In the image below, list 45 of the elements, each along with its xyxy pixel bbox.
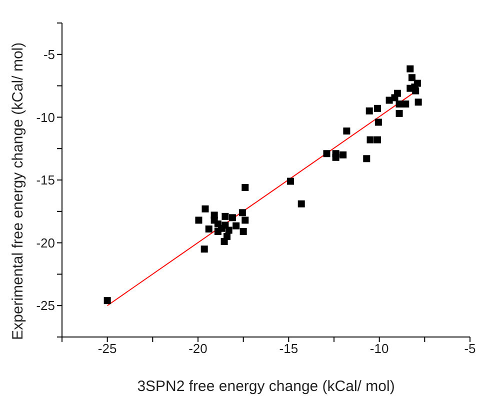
point (200, 246, 208, 253)
point (323, 150, 330, 158)
point (366, 136, 374, 144)
x-tick-label: -15 (279, 341, 298, 356)
point (225, 226, 232, 234)
y-tick-label: -10 (36, 110, 55, 125)
point (104, 297, 111, 304)
point (202, 205, 209, 212)
y-tick-label: -25 (36, 298, 55, 314)
y-tick-label: -20 (36, 235, 55, 250)
y-tick-label: -15 (36, 172, 55, 188)
point (394, 90, 401, 97)
point (374, 136, 382, 144)
point (408, 74, 416, 82)
x-tick-label: -20 (188, 341, 208, 356)
point (402, 100, 410, 108)
point (340, 151, 347, 158)
x-tick-label: -5 (464, 341, 476, 356)
point (374, 104, 382, 112)
y-tick-label: -5 (43, 47, 55, 62)
point (286, 178, 294, 185)
point (240, 228, 247, 235)
point (220, 238, 228, 246)
x-tick-label: -25 (98, 341, 117, 356)
y-axis-title: Experimental free energy change (kCal/ mol) (9, 42, 26, 340)
point (414, 80, 421, 87)
x-tick-label: -10 (370, 341, 389, 356)
point (298, 200, 305, 208)
point (238, 209, 246, 216)
point (414, 98, 422, 106)
point (343, 128, 350, 135)
point (205, 225, 212, 232)
point (242, 216, 249, 224)
point (232, 222, 240, 230)
point (222, 212, 229, 220)
point (363, 155, 370, 162)
point (374, 118, 382, 126)
point (242, 184, 249, 192)
point (228, 214, 236, 222)
point (366, 107, 373, 114)
point (396, 110, 403, 117)
x-axis-title: 3SPN2 free energy change (kCal/ mol) (137, 378, 395, 395)
point (195, 216, 202, 224)
point (332, 154, 340, 161)
point (406, 65, 414, 72)
